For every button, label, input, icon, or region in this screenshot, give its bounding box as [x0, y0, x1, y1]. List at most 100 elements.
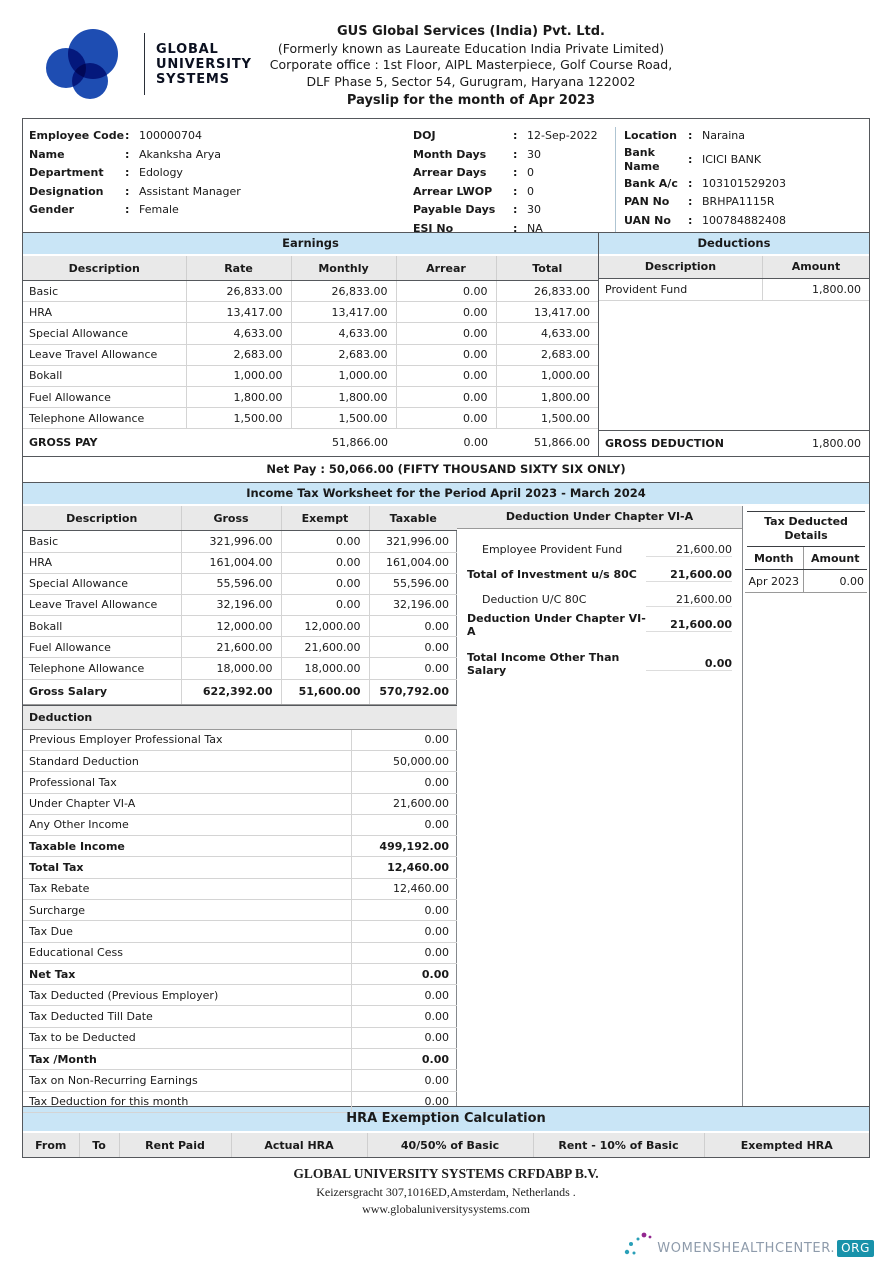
salary-gross: 21,600.00 — [181, 636, 282, 659]
col-header: Exempt — [281, 506, 370, 532]
earnings-row: Special Allowance 4,633.00 4,633.00 0.00 4,6… — [23, 322, 598, 345]
earnings-row: Bokall 1,000.00 1,000.00 0.00 1,000.00 — [23, 365, 598, 387]
earning-rate: 26,833.00 — [186, 280, 292, 303]
field-label: Arrear LWOP — [413, 184, 493, 198]
tax-deducted-panel: Tax Deducted Details Month Amount Apr 20… — [743, 506, 869, 1106]
salary-tax-table: Description Gross Exempt Taxable Basic 32… — [23, 506, 457, 705]
tax-line-label: Surcharge — [23, 899, 352, 922]
employee-info-col2: DOJ 12-Sep-2022 Month Days 30 Arrear Days 0… — [413, 127, 615, 235]
tax-line-label: Previous Employer Professional Tax — [23, 729, 352, 751]
tax-line-label: Any Other Income — [23, 814, 352, 837]
col-header: Exempted HRA — [704, 1133, 869, 1158]
field-value: 100784882408 — [702, 213, 786, 227]
earning-rate: 1,800.00 — [186, 386, 292, 409]
chapter-row: Deduction Under Chapter VI-A 21,600.00 — [459, 612, 740, 638]
salary-description: Basic — [23, 530, 182, 553]
field-label: Employee Code — [29, 129, 125, 142]
field-label: Month Days — [413, 147, 487, 161]
col-header: Rent Paid — [119, 1133, 232, 1158]
watermark-text: WOMENSHEALTHCENTER. — [657, 1240, 836, 1256]
earning-total: 13,417.00 — [496, 301, 598, 324]
earning-description: Fuel Allowance — [23, 386, 187, 409]
employee-field-row: ESI No NA — [413, 220, 615, 239]
watermark-badge: ORG — [837, 1239, 874, 1257]
tax-line-value: 0.00 — [351, 942, 458, 964]
tax-line-label: Tax to be Deducted — [23, 1027, 352, 1050]
field-value: Female — [139, 203, 179, 216]
tax-line-row: Taxable Income 499,192.00 — [23, 835, 458, 858]
earning-description: HRA — [23, 301, 187, 324]
gross-deduction-row: GROSS DEDUCTION 1,800.00 — [599, 430, 869, 456]
salary-taxable: 55,596.00 — [369, 573, 457, 595]
field-label: Designation — [29, 184, 104, 198]
earning-monthly: 1,000.00 — [291, 365, 397, 387]
earnings-row: Basic 26,833.00 26,833.00 0.00 26,833.00 — [23, 280, 598, 303]
field-value: BRHPA1115R — [702, 195, 775, 208]
employee-info-section: Employee Code 100000704 Name Akanksha Arya… — [23, 119, 869, 245]
colon — [125, 146, 139, 165]
tax-line-label: Tax Deduction for this month — [23, 1091, 352, 1113]
tax-line-value: 12,460.00 — [351, 856, 458, 879]
field-value: 103101529203 — [702, 176, 786, 190]
earning-description: Bokall — [23, 365, 187, 387]
colon — [688, 129, 702, 144]
tax-line-value: 12,460.00 — [351, 878, 458, 901]
gross-pay-row: GROSS PAY 51,866.00 0.00 51,866.00 — [23, 428, 598, 457]
employee-field-row: PAN No BRHPA1115R — [624, 193, 867, 212]
earning-monthly: 1,500.00 — [291, 407, 397, 430]
chapter-value: 21,600.00 — [646, 593, 732, 607]
employee-field-row: Payable Days 30 — [413, 201, 615, 220]
payslip-body: Employee Code 100000704 Name Akanksha Arya… — [22, 118, 870, 1159]
earning-rate: 13,417.00 — [186, 301, 292, 324]
earnings-panel: Earnings Description Rate Monthly Arrear… — [23, 233, 598, 457]
tds-month: Apr 2023 — [745, 569, 804, 594]
earning-total: 26,833.00 — [496, 280, 598, 303]
employee-field-row: UAN No 100784882408 — [624, 212, 867, 231]
earning-arrear: 0.00 — [396, 301, 497, 324]
worksheet-title: Income Tax Worksheet for the Period Apri… — [23, 483, 869, 507]
salary-gross: 55,596.00 — [181, 573, 282, 595]
footer-company: GLOBAL UNIVERSITY SYSTEMS CRFDABP B.V. — [293, 1166, 599, 1181]
tax-line-row: Tax Deducted (Previous Employer) 0.00 — [23, 984, 458, 1007]
colon — [513, 146, 527, 165]
tax-line-label: Standard Deduction — [23, 750, 352, 773]
site-watermark: WOMENSHEALTHCENTER. ORG — [623, 1231, 874, 1262]
earning-arrear: 0.00 — [396, 344, 497, 366]
gross-pay-monthly: 51,866.00 — [291, 428, 396, 457]
tax-line-value: 0.00 — [351, 1069, 458, 1092]
earning-monthly: 4,633.00 — [291, 322, 397, 345]
field-label: Payable Days — [413, 203, 496, 216]
tax-line-row: Total Tax 12,460.00 — [23, 856, 458, 879]
colon — [688, 177, 702, 192]
chapter-value: 21,600.00 — [646, 568, 732, 582]
earnings-row: Leave Travel Allowance 2,683.00 2,683.00 0.… — [23, 344, 598, 366]
company-formerly: (Formerly known as Laureate Education In… — [277, 40, 665, 56]
colon — [125, 164, 139, 183]
salary-exempt: 0.00 — [281, 552, 370, 574]
gross-salary-gross: 622,392.00 — [181, 679, 282, 705]
salary-taxable: 0.00 — [369, 636, 457, 659]
earnings-row: Telephone Allowance 1,500.00 1,500.00 0.00 1… — [23, 407, 598, 430]
company-header: GUS Global Services (India) Pvt. Ltd. (F… — [150, 24, 792, 110]
colon — [513, 201, 527, 220]
tax-line-value: 0.00 — [351, 1027, 458, 1050]
chapter-label: Total Income Other Than Salary — [467, 650, 620, 677]
employee-field-row: Employee Code 100000704 — [29, 127, 413, 146]
tax-line-value: 0.00 — [351, 814, 458, 837]
earning-total: 1,000.00 — [496, 365, 598, 387]
tax-line-value: 50,000.00 — [351, 750, 458, 773]
gross-salary-exempt: 51,600.00 — [281, 679, 370, 705]
salary-taxable: 32,196.00 — [369, 594, 457, 617]
company-name: GUS Global Services (India) Pvt. Ltd. — [337, 24, 605, 39]
logo-divider — [144, 33, 145, 95]
tax-line-value: 0.00 — [351, 963, 458, 986]
field-value: Akanksha Arya — [139, 147, 222, 161]
employee-field-row: Location Naraina — [624, 127, 867, 146]
salary-description: HRA — [23, 552, 182, 574]
col-header: Description — [23, 256, 187, 281]
tax-line-value: 0.00 — [351, 771, 458, 794]
worksheet-left-panel: Description Gross Exempt Taxable Basic 32… — [23, 506, 458, 1113]
salary-exempt: 0.00 — [281, 530, 370, 553]
chapter-label: Total of Investment u/s 80C — [467, 568, 637, 582]
